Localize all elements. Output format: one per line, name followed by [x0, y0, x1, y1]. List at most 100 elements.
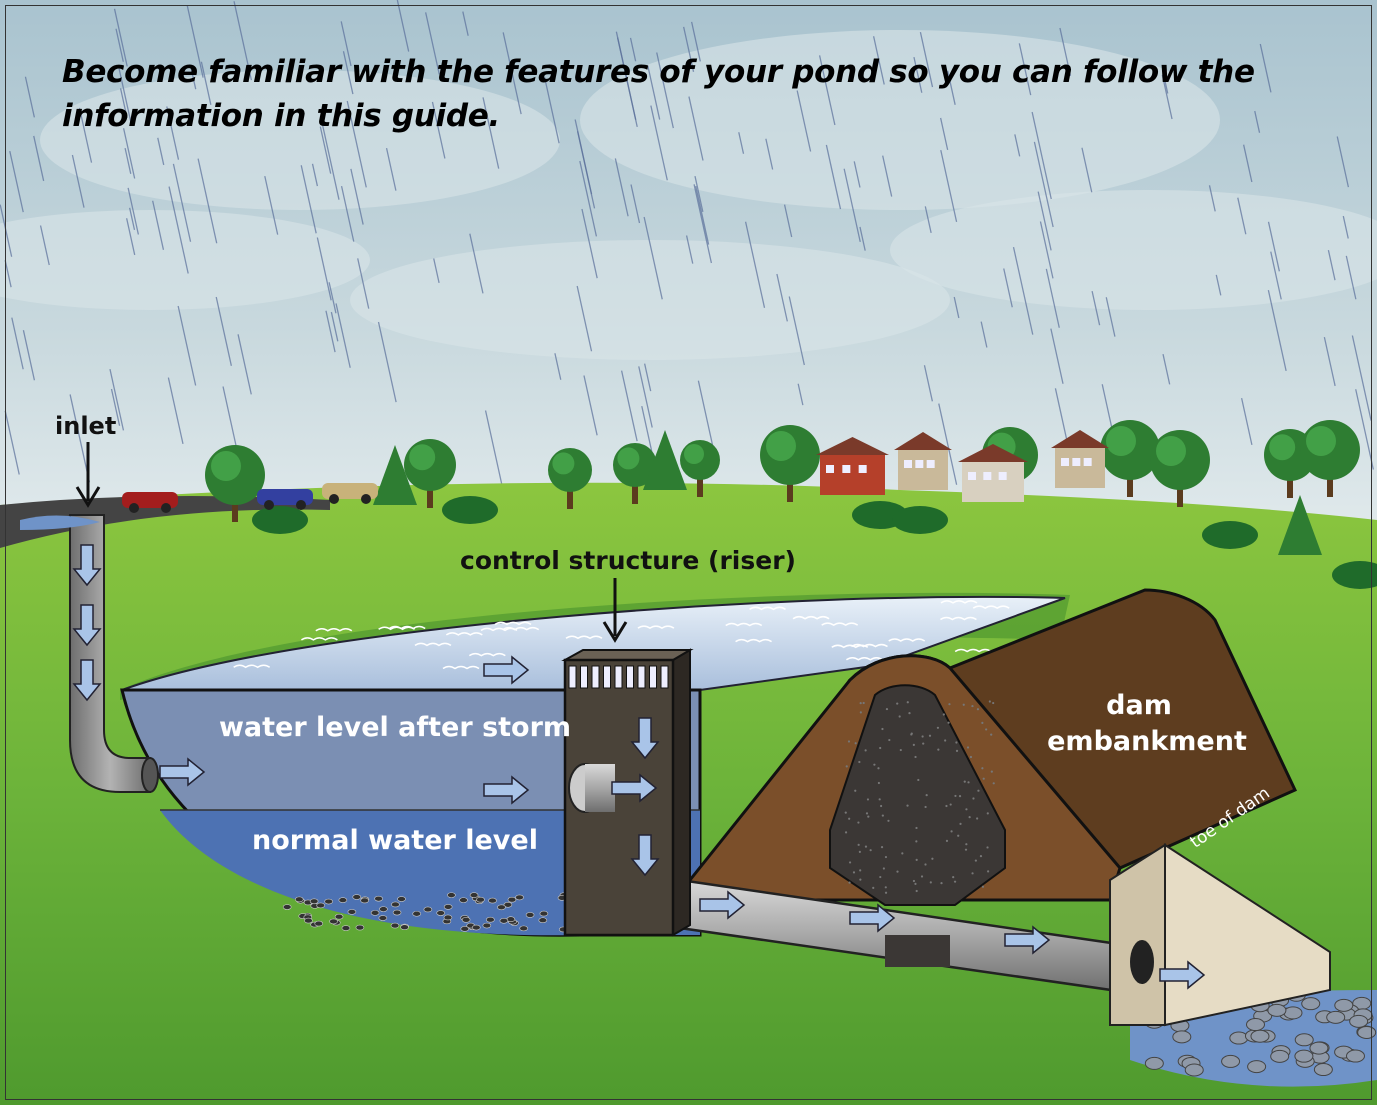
stream-stone [1145, 1057, 1163, 1069]
core-speck [965, 843, 967, 845]
core-speck [910, 733, 912, 735]
core-speck [982, 886, 984, 888]
core-speck [977, 708, 979, 710]
core-speck [877, 767, 879, 769]
core-speck [986, 846, 988, 848]
core-speck [859, 869, 861, 871]
core-speck [867, 798, 869, 800]
house-wall [898, 450, 948, 490]
core-speck [849, 861, 851, 863]
sediment-stone [497, 905, 505, 910]
sediment-stone [379, 907, 387, 912]
sediment-stone [310, 899, 318, 904]
core-speck [944, 739, 946, 741]
sediment-stone [539, 918, 547, 923]
core-speck [872, 887, 874, 889]
core-speck [888, 739, 890, 741]
car-wheel [329, 494, 339, 504]
core-speck [908, 712, 910, 714]
sediment-stone [304, 918, 312, 923]
core-speck [922, 735, 924, 737]
core-speck [924, 806, 926, 808]
sediment-stone [330, 919, 338, 924]
stream-stone [1251, 1030, 1269, 1042]
house-window [826, 465, 834, 473]
stream-stone [1350, 1015, 1368, 1027]
sediment-stone [391, 902, 399, 907]
tree-highlight [684, 444, 704, 464]
outlet-opening [1130, 940, 1154, 984]
core-speck [865, 749, 867, 751]
core-speck [880, 805, 882, 807]
core-speck [959, 795, 961, 797]
house-wall [962, 462, 1024, 502]
core-speck [879, 798, 881, 800]
sediment-stone [393, 910, 401, 915]
core-speck [943, 713, 945, 715]
core-speck [899, 715, 901, 717]
core-speck [846, 765, 848, 767]
house-window [915, 460, 923, 468]
sediment-stone [424, 907, 432, 912]
title: Become familiar with the features of you… [62, 50, 1342, 138]
core-speck [972, 797, 974, 799]
sediment-stone [520, 926, 528, 931]
riser-orifice-pipe [585, 764, 615, 812]
sediment-stone [283, 905, 291, 910]
stream-stone [1335, 999, 1353, 1011]
core-speck [937, 749, 939, 751]
riser-grate [604, 666, 611, 688]
house-window [927, 460, 935, 468]
stream-stone [1284, 1007, 1302, 1019]
core-speck [860, 711, 862, 713]
core-speck [881, 846, 883, 848]
core-speck [945, 805, 947, 807]
sediment-stone [325, 899, 333, 904]
riser-grate [650, 666, 657, 688]
sediment-stone [508, 897, 516, 902]
anti-seep-collar [885, 935, 950, 967]
car-wheel [161, 503, 171, 513]
inlet-label: inlet [55, 412, 116, 440]
core-speck [964, 781, 966, 783]
sediment-stone [356, 925, 364, 930]
core-speck [867, 816, 869, 818]
riser-grate [615, 666, 622, 688]
sediment-stone [516, 895, 524, 900]
stream-stone [1358, 1026, 1376, 1038]
sediment-stone [339, 898, 347, 903]
core-speck [971, 705, 973, 707]
core-speck [914, 756, 916, 758]
sediment-stone [342, 926, 350, 931]
core-speck [946, 840, 948, 842]
core-speck [991, 771, 993, 773]
car-wheel [361, 494, 371, 504]
sediment-stone [459, 898, 467, 903]
core-speck [967, 781, 969, 783]
core-speck [858, 761, 860, 763]
core-speck [967, 746, 969, 748]
core-speck [845, 831, 847, 833]
shrub [442, 496, 498, 524]
sediment-stone [295, 897, 303, 902]
cloud [350, 240, 950, 360]
core-speck [975, 859, 977, 861]
house-window [1084, 458, 1092, 466]
house-wall [820, 455, 885, 495]
core-speck [863, 702, 865, 704]
core-speck [948, 703, 950, 705]
sediment-stone [371, 910, 379, 915]
sediment-stone [398, 897, 406, 902]
house-window [904, 460, 912, 468]
core-speck [980, 855, 982, 857]
tree-highlight [211, 451, 241, 481]
core-speck [896, 871, 898, 873]
house-window [1061, 458, 1069, 466]
core-speck [866, 812, 868, 814]
core-speck [940, 882, 942, 884]
core-speck [981, 722, 983, 724]
core-speck [885, 892, 887, 894]
core-speck [883, 867, 885, 869]
core-speck [886, 708, 888, 710]
core-speck [857, 821, 859, 823]
